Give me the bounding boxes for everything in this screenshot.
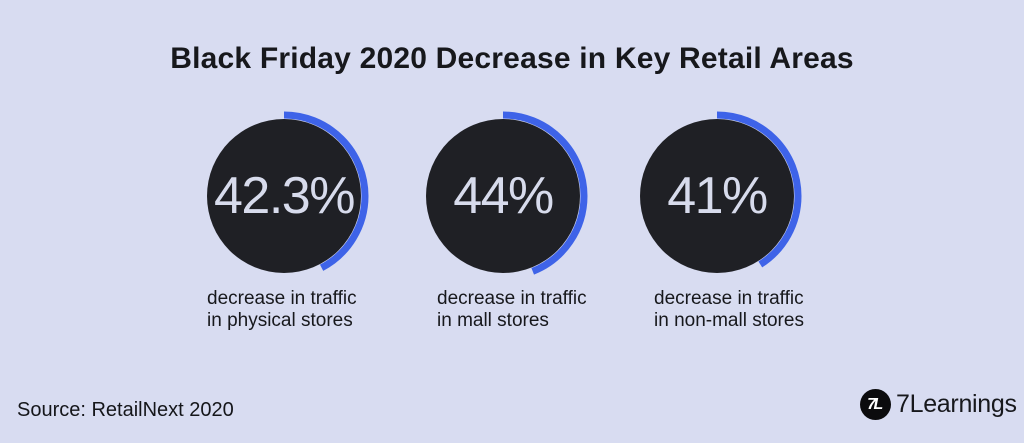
stat-label-line2: in mall stores [437, 309, 549, 331]
stat-label-line1: decrease in traffic [654, 288, 804, 309]
stat-non-mall-stores: 41% [629, 108, 805, 284]
brand-logo: 7L 7Learnings [860, 389, 1017, 420]
progress-arc [418, 111, 588, 281]
donut-disc [207, 119, 361, 273]
stat-label-line1: decrease in traffic [437, 288, 587, 309]
stat-mall-stores: 44% [415, 108, 591, 284]
stat-label: decrease in traffic in physical stores [207, 288, 357, 331]
stat-label-line2: in physical stores [207, 309, 353, 331]
stat-value: 42.3% [214, 167, 355, 225]
chart-title: Black Friday 2020 Decrease in Key Retail… [170, 42, 854, 75]
stat-value: 41% [667, 167, 768, 225]
donut-chart [418, 111, 588, 281]
stat-label-line1: decrease in traffic [207, 288, 357, 309]
stat-value: 44% [453, 167, 554, 225]
stat-label: decrease in traffic in non-mall stores [654, 288, 804, 331]
stat-physical-stores: 42.3% [196, 108, 372, 284]
brand-name: 7Learnings [896, 390, 1017, 418]
logo-monogram-icon: 7L [860, 389, 891, 420]
stat-label-line2: in non-mall stores [654, 309, 804, 331]
donut-chart [632, 111, 802, 281]
progress-arc [199, 111, 369, 281]
source-attribution: Source: RetailNext 2020 [17, 399, 234, 421]
donut-chart [199, 111, 369, 281]
donut-disc [640, 119, 794, 273]
donut-disc [426, 119, 580, 273]
stat-label: decrease in traffic in mall stores [437, 288, 587, 331]
progress-arc [632, 111, 802, 281]
